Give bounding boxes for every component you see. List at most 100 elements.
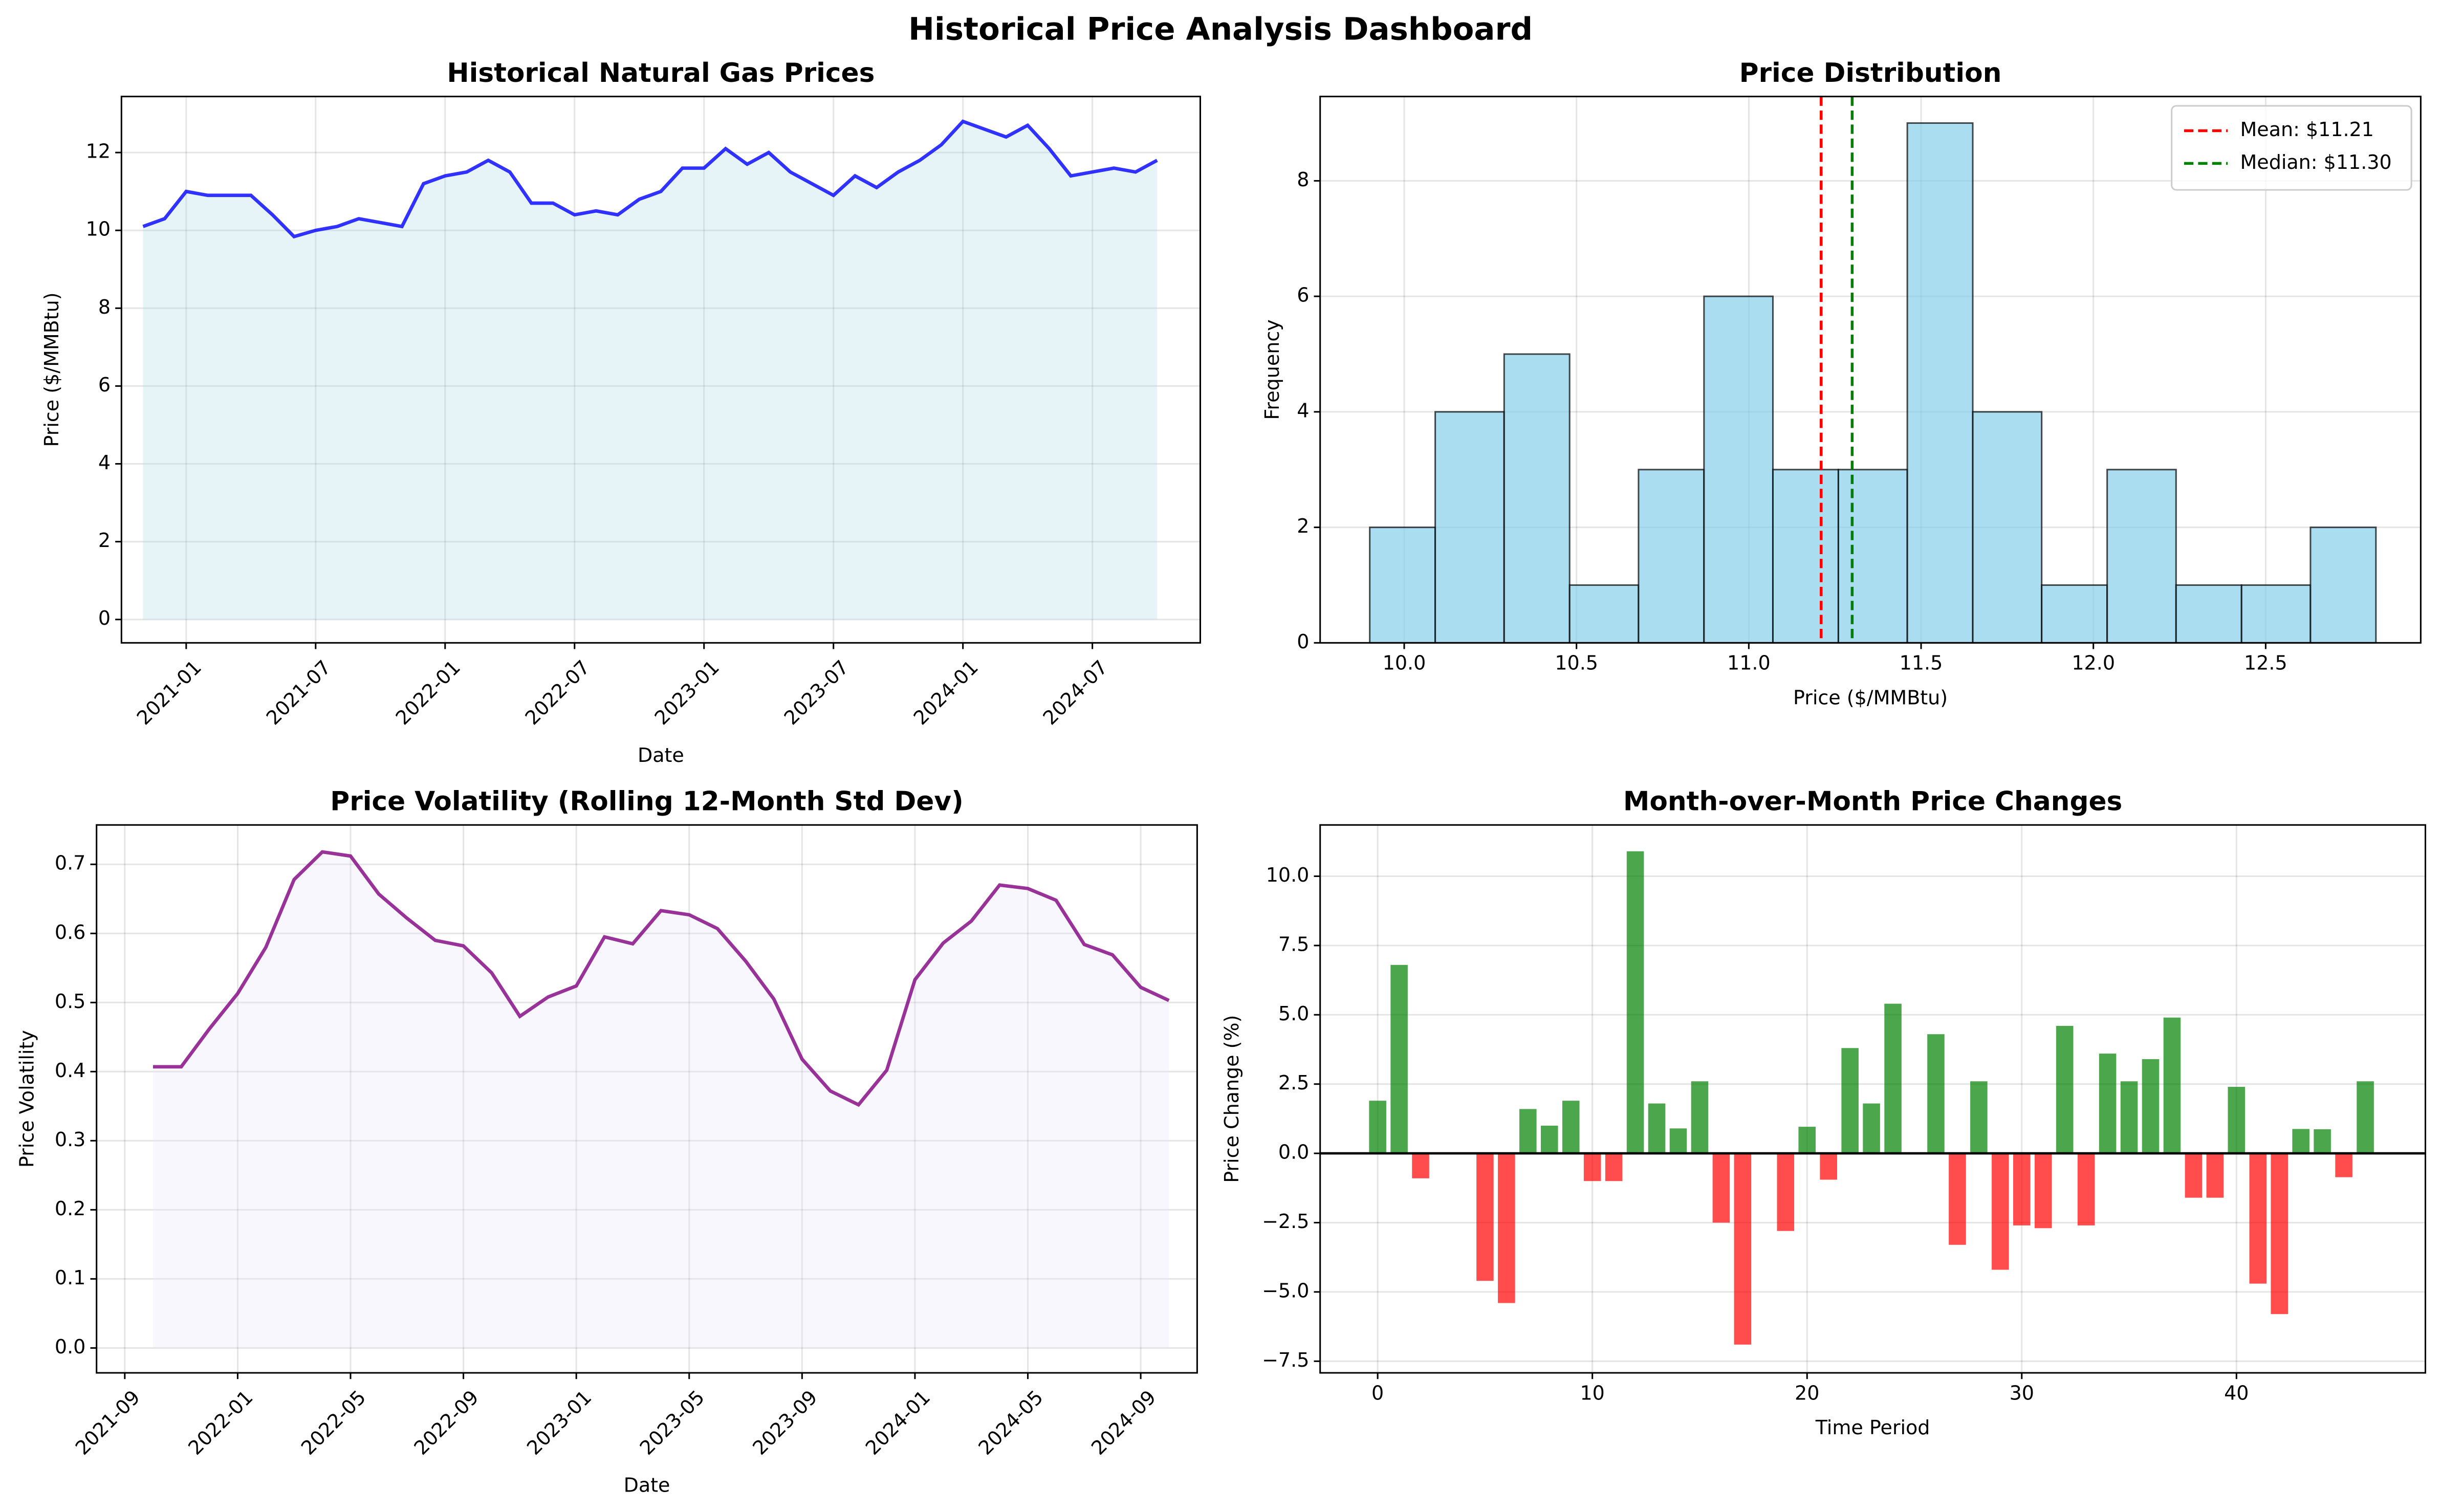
bar: [1970, 1081, 1988, 1154]
x-tick-label: 12.0: [2072, 652, 2115, 674]
bar: [2163, 1017, 2181, 1154]
histogram-bar: [1434, 411, 1505, 644]
bar: [1669, 1128, 1687, 1154]
bar: [1798, 1127, 1816, 1154]
x-tick-label: 10.0: [1383, 652, 1426, 674]
y-tick-label: 0.1: [55, 1266, 85, 1289]
y-tick-label: 7.5: [1278, 933, 1309, 955]
y-axis-label: Frequency: [1261, 319, 1283, 420]
x-tick-label: 10: [1580, 1382, 1604, 1404]
y-axis-label: Price Volatility: [15, 1030, 38, 1168]
bar: [2185, 1153, 2203, 1198]
y-tick-label: 0: [1297, 630, 1309, 653]
histogram-bar: [1906, 122, 1974, 644]
y-tick-label: 8: [1297, 168, 1309, 191]
axes-frame: [120, 96, 1201, 644]
bar: [1648, 1103, 1666, 1154]
bar: [2034, 1153, 2052, 1229]
x-tick-label: 30: [2010, 1382, 2034, 1404]
x-tick-label: 11.5: [1900, 652, 1943, 674]
subplot-title: Price Distribution: [1739, 58, 2002, 89]
bar: [2056, 1025, 2074, 1154]
bar: [1605, 1153, 1623, 1181]
histogram-bar: [2041, 584, 2108, 644]
axes-frame: [96, 824, 1198, 1374]
area: [152, 851, 1169, 1348]
y-tick-label: 0.0: [1278, 1141, 1309, 1164]
bar: [1712, 1153, 1730, 1223]
bar: [1949, 1153, 1966, 1245]
y-tick-label: 8: [98, 296, 111, 318]
bar: [2314, 1129, 2331, 1154]
dashboard-title: Historical Price Analysis Dashboard: [908, 11, 1533, 47]
bar: [1583, 1153, 1601, 1181]
bar: [2292, 1129, 2309, 1154]
bar: [2271, 1153, 2288, 1314]
subplot-title: Historical Natural Gas Prices: [447, 58, 875, 89]
bar: [1734, 1153, 1752, 1345]
bar: [1626, 851, 1644, 1154]
x-tick-label: 12.5: [2244, 652, 2287, 674]
histogram-bar: [1638, 469, 1705, 644]
line: [152, 850, 1170, 1107]
histogram-bar: [1837, 469, 1908, 644]
histogram-bar: [2309, 527, 2377, 644]
histogram-bar: [1772, 469, 1839, 644]
x-tick-label: 20: [1795, 1382, 1819, 1404]
bar: [2013, 1153, 2031, 1225]
bar: [1369, 1101, 1386, 1154]
y-tick-label: 4: [98, 451, 111, 474]
y-tick-label: 5.0: [1278, 1002, 1309, 1025]
bar: [1992, 1153, 2009, 1270]
y-tick-label: 6: [98, 374, 111, 396]
bar: [2099, 1054, 2117, 1154]
bar: [1863, 1103, 1880, 1154]
legend-label: Mean: $11.21: [2240, 118, 2374, 141]
histogram-bar: [1503, 353, 1571, 644]
bar: [1540, 1125, 1558, 1154]
y-tick-label: 0.3: [55, 1128, 85, 1151]
area: [143, 121, 1158, 620]
y-tick-label: 2.5: [1278, 1071, 1309, 1094]
bar: [2142, 1059, 2160, 1154]
bar: [1519, 1109, 1537, 1154]
y-tick-label: 10.0: [1266, 864, 1310, 886]
y-tick-label: 0.6: [55, 921, 85, 944]
bar: [1390, 965, 1408, 1154]
y-tick-label: −7.5: [1262, 1349, 1309, 1371]
histogram-bar: [1369, 527, 1436, 644]
line: [142, 119, 1158, 239]
bar: [1412, 1153, 1429, 1178]
y-tick-label: 2: [1297, 515, 1309, 537]
histogram-bar: [2175, 584, 2242, 644]
bar: [1841, 1048, 1859, 1154]
histogram-bar: [1972, 411, 2043, 644]
legend-label: Median: $11.30: [2240, 151, 2392, 173]
bar: [1562, 1101, 1580, 1154]
x-axis-label: Time Period: [1815, 1416, 1930, 1439]
bar: [1927, 1034, 1945, 1154]
bar: [2120, 1081, 2138, 1154]
bar: [2077, 1153, 2095, 1225]
x-tick-label: 40: [2224, 1382, 2249, 1404]
y-axis-label: Price ($/MMBtu): [40, 292, 63, 447]
bar: [1884, 1003, 1902, 1154]
histogram-bar: [1703, 295, 1774, 644]
subplot-title: Month-over-Month Price Changes: [1623, 786, 2122, 817]
y-tick-label: 12: [86, 140, 111, 163]
histogram-bar: [1568, 584, 1640, 644]
x-tick-label: 11.0: [1727, 652, 1771, 674]
axes-frame: [1319, 96, 2422, 644]
bar: [2335, 1153, 2352, 1177]
y-tick-label: 10: [86, 218, 111, 240]
y-tick-label: −2.5: [1262, 1210, 1309, 1233]
subplot-title: Price Volatility (Rolling 12-Month Std D…: [330, 786, 963, 817]
bar: [1476, 1153, 1494, 1281]
y-tick-label: 0.2: [55, 1197, 85, 1220]
histogram-bar: [2240, 584, 2312, 644]
legend-box: [2171, 105, 2412, 191]
axes-frame: [1319, 824, 2427, 1374]
y-tick-label: 4: [1297, 399, 1309, 422]
bar: [1777, 1153, 1795, 1231]
